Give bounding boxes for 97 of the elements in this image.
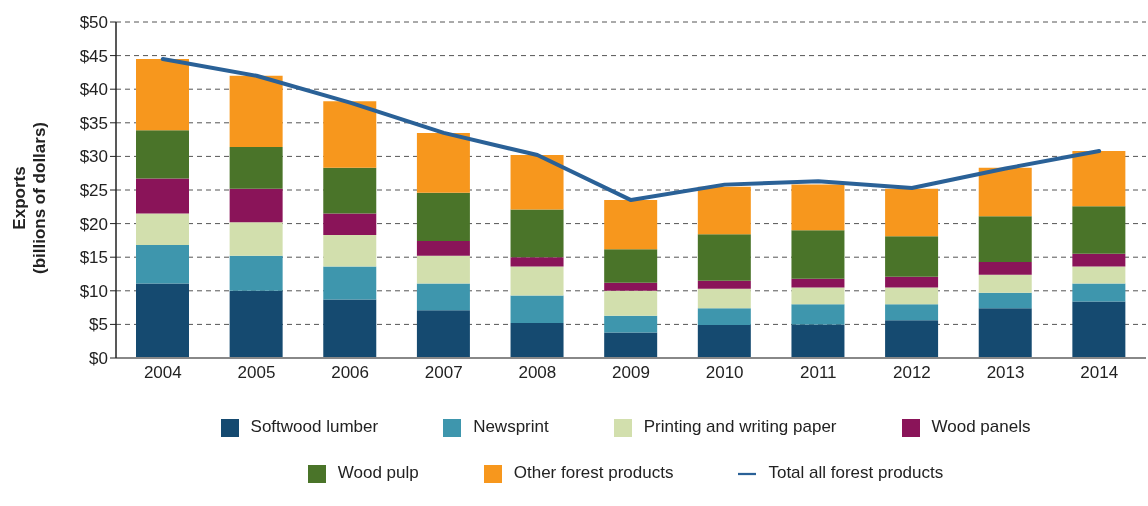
y-tick-label: $5 xyxy=(89,315,108,335)
bar xyxy=(510,266,564,296)
bar xyxy=(978,308,1032,358)
x-tick-label: 2012 xyxy=(893,363,931,383)
bar xyxy=(791,324,845,358)
bar xyxy=(229,75,283,147)
y-tick-label: $25 xyxy=(79,181,108,201)
bar xyxy=(697,186,751,235)
x-tick-label: 2008 xyxy=(518,363,557,383)
bar xyxy=(791,287,845,305)
bar xyxy=(791,278,845,288)
bar xyxy=(1072,151,1126,207)
y-tick-label: $45 xyxy=(79,46,108,66)
x-tick-label: 2007 xyxy=(424,363,463,383)
bar xyxy=(416,255,470,284)
x-tick-label: 2009 xyxy=(612,363,650,383)
bar xyxy=(323,167,377,214)
y-tick-label: $15 xyxy=(79,248,108,268)
bar xyxy=(697,325,751,358)
bar xyxy=(1072,283,1126,302)
bar xyxy=(978,274,1032,293)
legend-label: Wood pulp xyxy=(337,463,419,482)
y-tick-label: $30 xyxy=(79,147,108,167)
bar xyxy=(791,304,845,325)
bar xyxy=(510,257,564,267)
bar xyxy=(978,261,1032,275)
bar xyxy=(510,209,564,258)
y-axis-title: Exports (billions of dollars) xyxy=(10,121,50,275)
bar xyxy=(604,290,658,316)
bar xyxy=(1072,266,1126,284)
bar xyxy=(1072,206,1126,254)
bar xyxy=(1072,253,1126,267)
bar xyxy=(416,241,470,256)
bar xyxy=(1072,301,1126,358)
y-tick-label: $20 xyxy=(79,214,108,234)
x-tick-label: 2013 xyxy=(986,363,1025,383)
legend-label: Wood panels xyxy=(931,417,1031,436)
x-tick-label: 2010 xyxy=(705,363,744,383)
bar xyxy=(510,295,564,324)
x-tick-label: 2011 xyxy=(799,363,837,383)
bar xyxy=(604,315,658,333)
bar xyxy=(136,58,189,131)
bar xyxy=(604,332,658,358)
legend-label: Printing and writing paper xyxy=(643,417,837,436)
bar xyxy=(323,235,377,267)
bar xyxy=(229,290,283,358)
bar xyxy=(510,155,564,210)
line-series xyxy=(160,56,1102,203)
bar xyxy=(791,184,845,231)
x-tick-label: 2014 xyxy=(1080,363,1119,383)
y-tick-label: $0 xyxy=(89,349,108,369)
x-tick-label: 2005 xyxy=(237,363,276,383)
legend-label: Softwood lumber xyxy=(250,417,379,436)
bar xyxy=(136,283,189,358)
bar xyxy=(229,222,283,256)
bar xyxy=(885,276,939,288)
bar xyxy=(978,292,1032,309)
legend-label: Other forest products xyxy=(513,463,674,482)
bar xyxy=(697,288,751,309)
bar xyxy=(323,101,377,168)
bar xyxy=(978,216,1032,262)
bar xyxy=(416,132,470,193)
legend-label: Newsprint xyxy=(473,417,549,436)
bar xyxy=(229,188,283,223)
bar xyxy=(697,280,751,289)
bar xyxy=(229,146,283,189)
bar xyxy=(604,249,658,283)
bar xyxy=(416,310,470,358)
bar xyxy=(885,188,939,237)
bar xyxy=(885,287,939,305)
bar xyxy=(323,213,377,236)
bar xyxy=(416,192,470,242)
bar xyxy=(136,213,189,246)
x-tick-label: 2004 xyxy=(143,363,182,383)
bar xyxy=(697,308,751,326)
bar xyxy=(978,167,1032,217)
y-tick-label: $50 xyxy=(79,13,108,33)
y-tick-label: $10 xyxy=(79,281,108,301)
bar xyxy=(885,320,939,358)
bar xyxy=(604,200,658,250)
bar xyxy=(323,266,377,300)
bar xyxy=(510,323,564,358)
bar xyxy=(136,130,189,179)
bar xyxy=(136,178,189,214)
y-tick-label: $35 xyxy=(79,113,108,133)
bar xyxy=(323,299,377,358)
bar xyxy=(885,304,939,321)
bar xyxy=(604,282,658,291)
bar xyxy=(697,234,751,281)
bar xyxy=(416,283,470,311)
bar xyxy=(229,255,283,291)
bar xyxy=(885,236,939,277)
bar xyxy=(791,230,845,279)
y-tick-label: $40 xyxy=(79,80,108,100)
legend-label: Total all forest products xyxy=(768,463,944,482)
bar xyxy=(136,245,189,284)
x-tick-label: 2006 xyxy=(331,363,369,383)
